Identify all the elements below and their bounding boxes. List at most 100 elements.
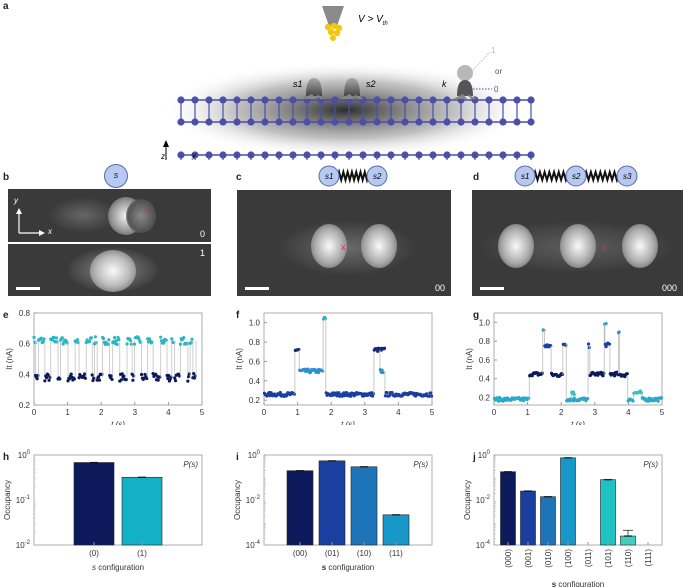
lattice-atom: [415, 118, 423, 126]
x-tick-label: (0): [89, 549, 99, 558]
x-tick-label: 0: [262, 408, 267, 417]
lattice-atom: [443, 96, 451, 104]
data-point: [114, 339, 118, 343]
data-point: [321, 369, 325, 373]
lattice-atom: [401, 96, 409, 104]
y-tick-label: 0.2: [19, 401, 31, 410]
x-tick-label: (10): [357, 549, 372, 558]
y-axis-label: It (nA): [465, 348, 474, 370]
lattice-atom: [415, 96, 423, 104]
data-point: [615, 370, 619, 374]
bar: [382, 514, 410, 546]
x-tick-label: 2: [99, 408, 104, 417]
data-point: [90, 373, 94, 377]
data-point: [414, 394, 418, 398]
data-point: [612, 374, 617, 378]
chart-e-current-trace: 0.2 0.4 0.6 0.8 0 1 2 3 4 5 t (s) It (nA): [5, 309, 205, 425]
lattice-atom: [233, 151, 241, 159]
spin-chain-icon-2: s1 s2: [318, 165, 388, 187]
state-one-label: 1: [491, 46, 496, 55]
x-tick-label: (110): [624, 549, 633, 567]
data-point: [91, 379, 95, 383]
lattice-atom: [205, 118, 213, 126]
lattice-atom: [331, 118, 339, 126]
panel-label-d: d: [473, 172, 480, 183]
data-point: [170, 337, 174, 341]
lattice-atom: [485, 118, 493, 126]
data-point: [381, 370, 385, 375]
bar: [520, 490, 536, 546]
y-tick-label: 1.0: [479, 318, 491, 327]
stm-image-d: x 000: [472, 190, 683, 296]
data-point: [139, 372, 144, 377]
data-point: [192, 372, 196, 376]
s1-label: s1: [293, 79, 303, 89]
data-point: [586, 396, 590, 401]
x-tick-label: (01): [325, 549, 340, 558]
x-tick-label: 1: [295, 408, 300, 417]
axes-xy-icon: [16, 208, 45, 236]
panel-label-a: a: [3, 1, 9, 12]
annotation-label: P(s): [183, 460, 198, 469]
x-axis-label: t (s): [341, 420, 355, 425]
spin-label: s2: [572, 172, 581, 181]
data-point: [167, 373, 171, 378]
y-tick-label: 0.8: [19, 309, 31, 318]
y-tick-label: 10-4: [476, 540, 491, 550]
data-point: [119, 378, 123, 382]
data-point: [659, 396, 664, 400]
tip-atoms: [324, 22, 343, 41]
x-tick-label: 5: [430, 408, 435, 417]
y-axis-label: It (nA): [5, 348, 14, 370]
data-points: [492, 321, 664, 403]
lattice-atom: [401, 151, 409, 159]
bar: [350, 466, 378, 546]
panel-label-b: b: [3, 172, 10, 183]
state-label: 000: [661, 283, 677, 293]
panel-label-i: i: [236, 452, 239, 463]
lattice: [177, 96, 535, 160]
red-marker: x: [341, 242, 346, 252]
lattice-atom: [429, 118, 437, 126]
data-point: [382, 346, 387, 350]
plot-frame: [493, 454, 663, 546]
stm-tip: [322, 6, 344, 26]
data-point: [429, 391, 433, 395]
y-tick-label: 0.2: [249, 396, 261, 405]
data-point: [97, 378, 102, 382]
data-point: [75, 338, 80, 342]
lattice-atom: [527, 118, 535, 126]
state-label: 0: [199, 229, 205, 239]
data-point: [97, 375, 101, 379]
data-point: [52, 335, 56, 340]
scale-bar: [245, 287, 269, 290]
y-tick-label: 0.4: [479, 375, 491, 384]
chart-g-current-trace: 0.2 0.4 0.6 0.8 1.0 0 1 2 3 4 5 t (s) It (nA): [465, 312, 665, 425]
data-point: [599, 370, 603, 374]
stm-image-c: x 00: [237, 190, 451, 296]
lattice-atom: [219, 151, 227, 159]
red-marker: •: [144, 205, 148, 215]
data-point: [337, 391, 341, 395]
stm-image-b-state0: • y x 0: [8, 189, 211, 242]
y-axis-label: It (nA): [235, 348, 244, 370]
y-tick-label: 10-1: [16, 495, 31, 505]
lattice-atom: [387, 151, 395, 159]
lattice-atom: [485, 96, 493, 104]
shadow-gradient: [160, 62, 530, 158]
data-point: [586, 342, 591, 346]
x-tick-label: (100): [564, 549, 573, 568]
x-axis-label: s configuration: [322, 563, 374, 572]
data-point: [385, 390, 389, 395]
lattice-atom: [345, 151, 353, 159]
data-point: [36, 373, 40, 378]
x-tick-label: 3: [363, 408, 368, 417]
lattice-atom: [499, 118, 507, 126]
x-axis-label: t (s): [111, 420, 125, 425]
lattice-atom: [415, 151, 423, 159]
lattice-atom: [485, 151, 493, 159]
y-tick-label: 0.6: [479, 356, 491, 365]
data-point: [72, 377, 76, 381]
x-tick-label: 4: [396, 408, 401, 417]
data-point: [560, 372, 565, 377]
